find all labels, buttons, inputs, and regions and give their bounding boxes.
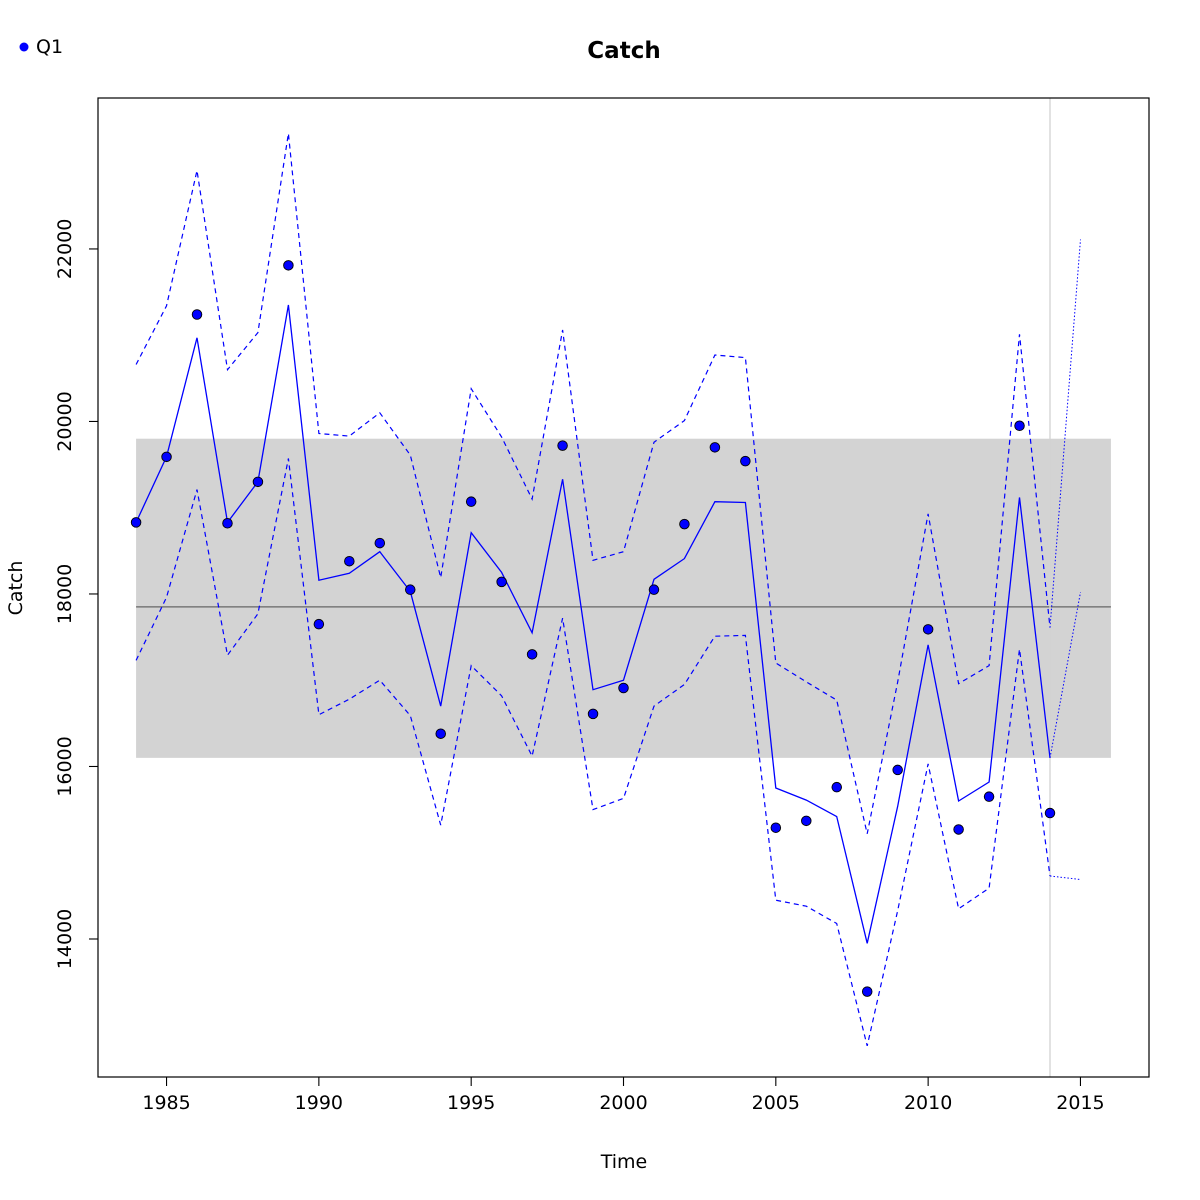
data-point [1014,420,1025,432]
data-point [405,584,416,595]
data-point [709,442,721,453]
data-point [526,649,538,660]
data-point [679,518,690,530]
y-tick-label: 22000 [54,219,76,279]
lower-bound-line [135,458,1051,1047]
y-tick-label: 20000 [54,391,76,451]
data-point [374,537,386,549]
data-point [801,815,812,827]
x-tick-label: 1985 [142,1092,190,1114]
data-point [953,824,964,835]
forecast-mean-line [1049,592,1081,758]
x-tick-label: 1990 [295,1092,343,1114]
y-tick-label: 16000 [54,736,76,796]
x-tick-label: 2005 [752,1092,800,1114]
data-point [831,781,842,793]
legend-label: Q1 [36,36,63,58]
x-axis-label: Time [600,1151,648,1173]
data-point [983,791,995,802]
data-point [161,451,172,463]
legend: Q1 [19,36,63,58]
x-tick-label: 2010 [904,1092,952,1114]
data-point [252,476,264,488]
fitted-line [135,304,1051,944]
data-point [648,584,660,595]
forecast-lower-line [1049,875,1081,880]
data-point [618,682,629,694]
x-tick-label: 2015 [1056,1092,1104,1114]
data-point [922,624,934,635]
data-point [496,576,507,588]
data-point [1044,807,1056,819]
y-tick-label: 14000 [54,909,76,969]
data-point [344,555,355,567]
data-point [222,517,233,529]
data-point [283,260,294,271]
data-point [770,822,782,833]
data-point [435,728,446,739]
reference-band [136,438,1111,758]
data-point [313,618,325,630]
data-point [130,517,142,528]
data-point [465,496,477,507]
x-tick-label: 1995 [447,1092,495,1114]
data-point [191,309,203,320]
chart-title: Catch [587,38,660,64]
data-point [557,440,568,451]
legend-marker [19,42,29,52]
plot-area: 1985 1990 1995 2000 2005 2010 2015 14000 16000 18… [54,97,1150,1114]
x-tick-label: 2000 [599,1092,647,1114]
data-point [587,708,599,720]
data-point [892,764,903,776]
upper-bound-line [135,133,1051,834]
data-point [861,986,873,997]
data-point [740,455,751,467]
y-tick-label: 18000 [54,564,76,624]
y-axis-label: Catch [5,561,27,616]
